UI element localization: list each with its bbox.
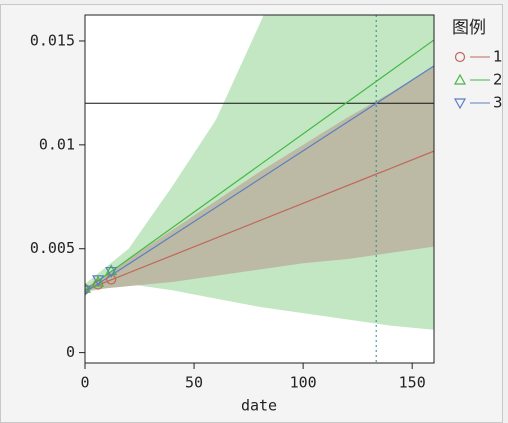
y-tick-label: 0	[66, 343, 75, 361]
fit-line	[85, 39, 434, 291]
x-axis-label: date	[241, 397, 277, 415]
legend-label: 1	[493, 48, 503, 66]
fit-line	[85, 65, 434, 293]
x-tick-label: 100	[290, 374, 317, 392]
legend-label: 3	[493, 94, 503, 112]
marker	[85, 284, 91, 295]
marker	[85, 281, 92, 293]
marker	[454, 51, 466, 63]
legend-label: 2	[493, 71, 503, 89]
plot-frame	[84, 14, 435, 364]
marker	[105, 266, 118, 278]
marker	[92, 275, 105, 287]
y-tick-label: 0.005	[30, 239, 75, 257]
marker	[453, 73, 467, 85]
plot	[85, 15, 434, 363]
marker	[85, 285, 92, 297]
x-tick-label: 0	[80, 374, 89, 392]
legend-title: 图例	[452, 18, 486, 38]
y-tick-label: 0.01	[39, 135, 75, 153]
y-tick-label: 0.015	[30, 31, 75, 49]
marker	[453, 98, 467, 110]
x-tick-label: 50	[185, 374, 203, 392]
marker	[105, 264, 118, 276]
fit-line	[85, 150, 434, 291]
x-tick-label: 150	[399, 374, 426, 392]
